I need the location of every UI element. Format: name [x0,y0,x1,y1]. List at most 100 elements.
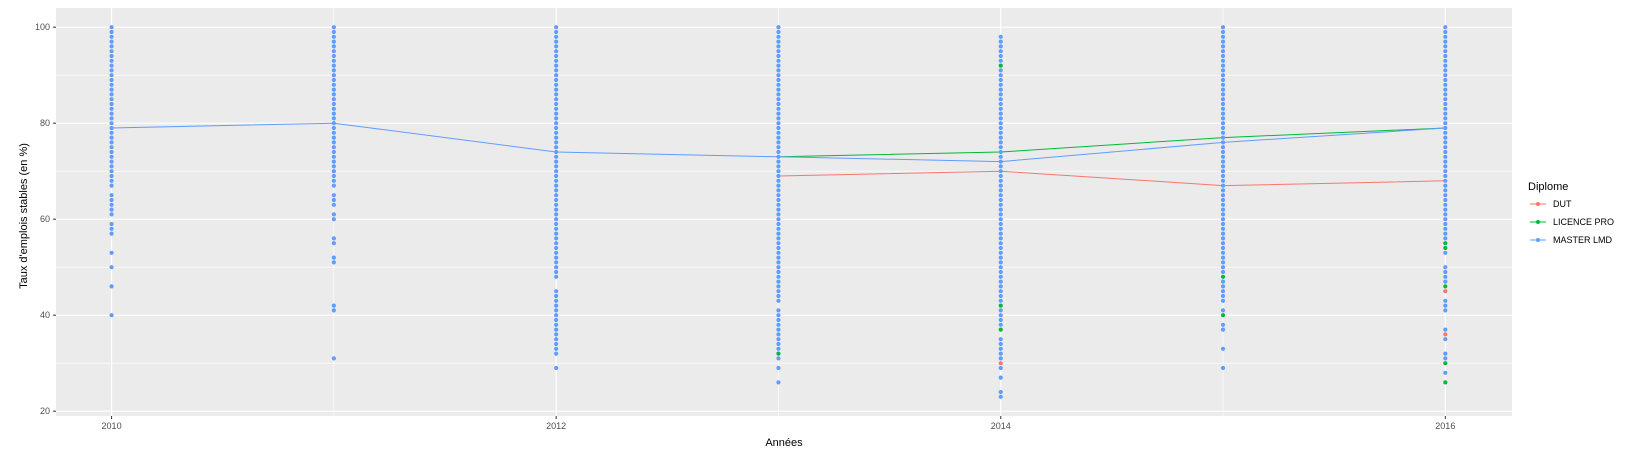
point-master-lmd [776,212,781,217]
point-master-lmd [1220,178,1226,183]
point-master-lmd [1220,77,1226,83]
point-master-lmd [331,197,336,203]
point-master-lmd [554,308,559,313]
point-master-lmd [1220,111,1226,116]
point-master-lmd [998,106,1003,111]
point-master-lmd [109,34,114,39]
point-master-lmd [776,164,781,169]
point-master-lmd [776,245,781,251]
point-master-lmd [1220,130,1226,135]
y-tick-label: 80 [40,118,50,128]
point-master-lmd [331,236,336,241]
point-master-lmd [998,241,1003,246]
point-master-lmd [1443,183,1448,188]
point-master-lmd [1220,87,1226,92]
point-master-lmd [554,193,559,198]
point-master-lmd [109,226,114,231]
point-master-lmd [554,346,559,351]
point-master-lmd [554,130,559,135]
point-master-lmd [1443,327,1448,332]
point-master-lmd [776,173,781,179]
point-master-lmd [998,164,1003,169]
point-master-lmd [109,149,114,155]
point-master-lmd [554,135,559,140]
point-master-lmd [1443,337,1448,342]
point-master-lmd [776,140,781,145]
point-master-lmd [776,188,781,193]
point-master-lmd [554,68,559,73]
point-master-lmd [554,73,559,78]
point-master-lmd [998,135,1003,140]
point-master-lmd [109,121,114,126]
point-master-lmd [109,92,114,97]
point-master-lmd [776,68,781,73]
point-master-lmd [1443,73,1448,78]
point-master-lmd [998,341,1003,347]
point-master-lmd [998,375,1003,380]
point-master-lmd [331,44,336,49]
point-master-lmd [1220,269,1226,275]
point-master-lmd [776,34,781,39]
point-master-lmd [776,207,781,212]
point-master-lmd [554,217,559,222]
point-master-lmd [776,49,781,54]
point-master-lmd [1220,260,1226,265]
point-master-lmd [998,169,1003,174]
point-master-lmd [998,250,1003,255]
x-axis-title: Années [765,437,803,449]
point-master-lmd [776,106,781,111]
point-master-lmd [1443,164,1448,169]
point-master-lmd [331,169,336,174]
point-master-lmd [776,82,781,87]
point-master-lmd [109,164,114,169]
point-master-lmd [776,116,781,121]
point-master-lmd [776,241,781,246]
point-dut [1443,289,1448,294]
point-master-lmd [554,82,559,87]
point-master-lmd [331,135,336,140]
point-master-lmd [998,183,1003,188]
point-master-lmd [776,284,781,289]
point-master-lmd [776,265,781,270]
point-master-lmd [554,178,559,183]
point-master-lmd [109,101,114,107]
point-master-lmd [998,73,1003,78]
point-master-lmd [998,116,1003,121]
point-master-lmd [1220,97,1226,102]
point-master-lmd [998,226,1003,231]
point-master-lmd [998,221,1003,227]
point-master-lmd [1443,226,1448,231]
point-master-lmd [109,106,114,111]
point-master-lmd [1220,236,1226,241]
point-master-lmd [1220,159,1226,164]
point-master-lmd [1443,202,1448,207]
point-licence-pro [1220,313,1226,318]
point-master-lmd [776,25,781,30]
point-master-lmd [776,44,781,49]
point-master-lmd [1443,221,1448,227]
point-master-lmd [776,356,781,361]
point-master-lmd [331,202,336,207]
point-master-lmd [331,178,336,183]
point-master-lmd [554,145,559,150]
point-master-lmd [109,77,114,83]
point-master-lmd [331,130,336,135]
point-master-lmd [1443,159,1448,164]
point-master-lmd [331,212,336,217]
point-master-lmd [1443,169,1448,174]
point-master-lmd [998,365,1003,371]
point-master-lmd [998,269,1003,275]
point-master-lmd [331,308,336,313]
point-master-lmd [554,269,559,275]
point-master-lmd [998,274,1003,279]
point-master-lmd [1443,97,1448,102]
point-master-lmd [998,356,1003,361]
point-master-lmd [776,101,781,107]
point-master-lmd [1220,63,1226,68]
point-master-lmd [1443,53,1448,59]
point-master-lmd [998,313,1003,318]
point-licence-pro [1443,380,1448,385]
point-master-lmd [998,53,1003,59]
point-master-lmd [554,44,559,49]
